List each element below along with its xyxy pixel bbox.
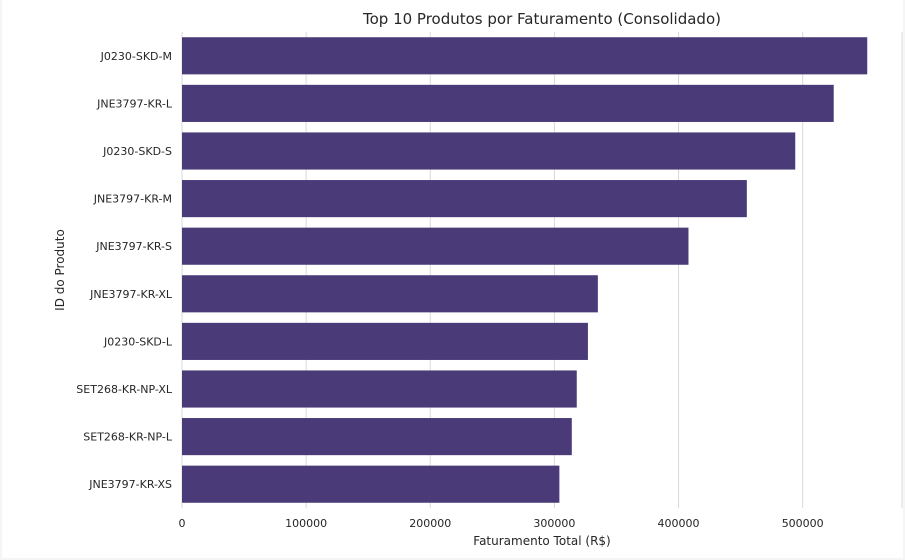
- y-tick-label: JNE3797-KR-M: [93, 193, 172, 206]
- bar: [182, 418, 572, 456]
- bar: [182, 227, 689, 265]
- x-tick-label: 100000: [285, 517, 327, 530]
- y-tick-label: JNE3797-KR-S: [95, 240, 172, 253]
- bars: [182, 37, 868, 503]
- bar: [182, 465, 560, 503]
- chart-title: Top 10 Produtos por Faturamento (Consoli…: [362, 10, 721, 28]
- x-tick-label: 300000: [533, 517, 575, 530]
- x-tick-label: 0: [179, 517, 186, 530]
- x-tick-labels: 0 100000 200000 300000 400000 500000: [179, 517, 824, 530]
- y-axis-label: ID do Produto: [53, 229, 67, 311]
- bar: [182, 370, 577, 408]
- y-tick-label: JNE3797-KR-XS: [88, 478, 172, 491]
- y-tick-label: JNE3797-KR-L: [96, 97, 173, 110]
- y-tick-label: J0230-SKD-M: [100, 50, 172, 63]
- bar: [182, 84, 834, 122]
- bar: [182, 275, 598, 313]
- x-axis-label: Faturamento Total (R$): [473, 534, 610, 548]
- y-tick-label: JNE3797-KR-XL: [89, 288, 173, 301]
- y-tick-label: SET268-KR-NP-XL: [76, 383, 173, 396]
- x-tick-label: 500000: [782, 517, 824, 530]
- bar: [182, 37, 868, 75]
- x-tick-label: 400000: [658, 517, 700, 530]
- y-tick-label: SET268-KR-NP-L: [83, 431, 173, 444]
- bar: [182, 322, 588, 360]
- y-tick-labels: J0230-SKD-M JNE3797-KR-L J0230-SKD-S JNE379…: [76, 50, 173, 491]
- bar: [182, 132, 796, 170]
- y-tick-label: J0230-SKD-L: [103, 335, 173, 348]
- bar: [182, 180, 747, 218]
- x-tick-label: 200000: [409, 517, 451, 530]
- y-tick-label: J0230-SKD-S: [102, 145, 172, 158]
